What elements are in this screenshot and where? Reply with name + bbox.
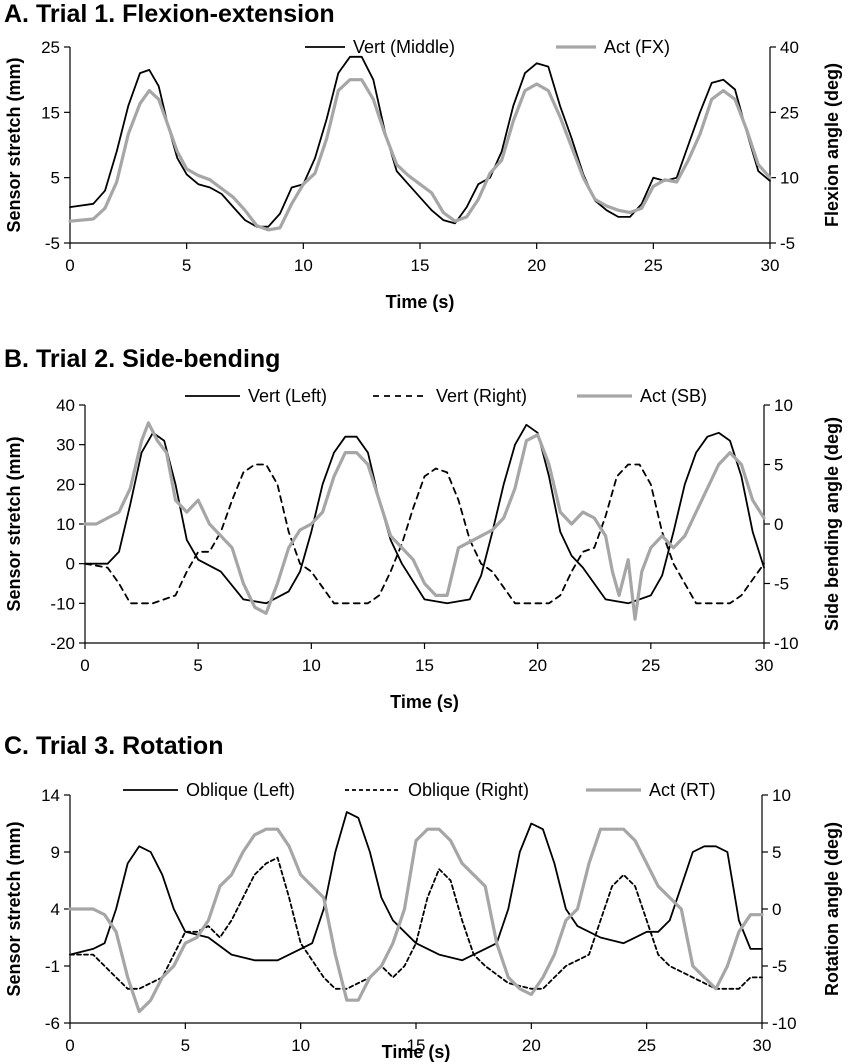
x-tick-label: 10 bbox=[291, 1036, 310, 1055]
x-axis-label: Time (s) bbox=[382, 1042, 451, 1062]
x-tick-label: 15 bbox=[415, 656, 434, 675]
x-tick-label: 15 bbox=[411, 256, 430, 275]
y-tick-label: -20 bbox=[50, 634, 75, 653]
x-tick-label: 20 bbox=[527, 256, 546, 275]
series-line-1 bbox=[69, 811, 763, 962]
chart-title: B. Trial 2. Side-bending bbox=[4, 345, 280, 373]
series-line-2 bbox=[69, 856, 763, 990]
x-tick-label: 30 bbox=[753, 1036, 772, 1055]
legend-label-2: Oblique (Right) bbox=[408, 780, 529, 800]
y2-tick-label: 25 bbox=[780, 103, 799, 122]
y2-tick-label: -5 bbox=[780, 234, 795, 253]
y-tick-label: 20 bbox=[56, 475, 75, 494]
y-tick-label: 40 bbox=[56, 396, 75, 415]
x-tick-label: 25 bbox=[644, 256, 663, 275]
y2-axis-label: Flexion angle (deg) bbox=[822, 63, 842, 227]
y2-tick-label: -10 bbox=[772, 1014, 797, 1033]
y-tick-label: 9 bbox=[51, 843, 60, 862]
y2-axis-label: Side bending angle (deg) bbox=[822, 417, 842, 631]
chart-title: A. Trial 1. Flexion-extension bbox=[4, 0, 335, 28]
legend-label-1: Oblique (Left) bbox=[186, 780, 295, 800]
y-axis-label: Sensor stretch (mm) bbox=[4, 821, 24, 996]
y2-tick-label: 5 bbox=[772, 843, 781, 862]
x-tick-label: 30 bbox=[755, 656, 774, 675]
x-axis-label: Time (s) bbox=[386, 292, 455, 312]
legend-label-2: Vert (Right) bbox=[436, 386, 527, 406]
y-tick-label: 5 bbox=[51, 169, 60, 188]
y-axis-label: Sensor stretch (mm) bbox=[4, 436, 24, 611]
y-tick-label: -5 bbox=[45, 234, 60, 253]
y-tick-label: 15 bbox=[41, 103, 60, 122]
y2-tick-label: -10 bbox=[774, 634, 799, 653]
y-tick-label: -10 bbox=[50, 594, 75, 613]
chart-panel-1: A. Trial 1. Flexion-extension 0 5 10 15 20 25 3… bbox=[4, 0, 842, 312]
x-tick-label: 0 bbox=[65, 256, 74, 275]
legend-label-3: Act (SB) bbox=[640, 386, 707, 406]
x-tick-label: 25 bbox=[641, 656, 660, 675]
y-tick-label: 10 bbox=[56, 515, 75, 534]
y-tick-label: -6 bbox=[45, 1014, 60, 1033]
y2-tick-label: 10 bbox=[772, 786, 791, 805]
x-tick-label: 20 bbox=[522, 1036, 541, 1055]
series-line-3 bbox=[68, 827, 764, 1014]
x-tick-label: 0 bbox=[65, 1036, 74, 1055]
y2-tick-label: 40 bbox=[780, 38, 799, 57]
y2-tick-label: -5 bbox=[774, 575, 789, 594]
series-line-2 bbox=[68, 78, 772, 232]
x-tick-label: 10 bbox=[294, 256, 313, 275]
y-axis-label: Sensor stretch (mm) bbox=[4, 57, 24, 232]
x-tick-label: 5 bbox=[181, 1036, 190, 1055]
chart-title: C. Trial 3. Rotation bbox=[4, 732, 223, 760]
series-line-2 bbox=[84, 463, 765, 605]
x-tick-label: 10 bbox=[302, 656, 321, 675]
x-tick-label: 5 bbox=[193, 656, 202, 675]
series-line-1 bbox=[84, 423, 765, 605]
series-line-3 bbox=[83, 421, 766, 621]
series-line-1 bbox=[69, 55, 771, 228]
x-tick-label: 25 bbox=[637, 1036, 656, 1055]
y2-tick-label: 10 bbox=[774, 396, 793, 415]
y2-tick-label: 0 bbox=[774, 515, 783, 534]
y-tick-label: 30 bbox=[56, 436, 75, 455]
chart-panel-2: B. Trial 2. Side-bending 0 5 10 15 20 25 30 -20 -… bbox=[4, 345, 842, 712]
x-tick-label: 0 bbox=[80, 656, 89, 675]
y2-tick-label: 0 bbox=[772, 900, 781, 919]
y2-tick-label: -5 bbox=[772, 957, 787, 976]
y-tick-label: 0 bbox=[66, 555, 75, 574]
y2-tick-label: 5 bbox=[774, 456, 783, 475]
chart-panel-3: C. Trial 3. Rotation 0 5 10 15 20 25 30 -6 -1 4 9 14… bbox=[4, 732, 842, 1062]
legend-label-3: Act (RT) bbox=[649, 780, 716, 800]
x-axis-label: Time (s) bbox=[390, 692, 459, 712]
legend-label-1: Vert (Left) bbox=[248, 386, 327, 406]
x-tick-label: 30 bbox=[761, 256, 780, 275]
legend-label-1: Vert (Middle) bbox=[353, 37, 455, 57]
y2-axis-label: Rotation angle (deg) bbox=[822, 822, 842, 996]
legend-label-2: Act (FX) bbox=[604, 37, 670, 57]
x-tick-label: 5 bbox=[182, 256, 191, 275]
y-tick-label: 25 bbox=[41, 38, 60, 57]
x-tick-label: 20 bbox=[528, 656, 547, 675]
x-tick-label: 15 bbox=[407, 1036, 426, 1055]
y-tick-label: -1 bbox=[45, 957, 60, 976]
y-tick-label: 14 bbox=[41, 786, 60, 805]
y2-tick-label: 10 bbox=[780, 169, 799, 188]
y-tick-label: 4 bbox=[51, 900, 60, 919]
